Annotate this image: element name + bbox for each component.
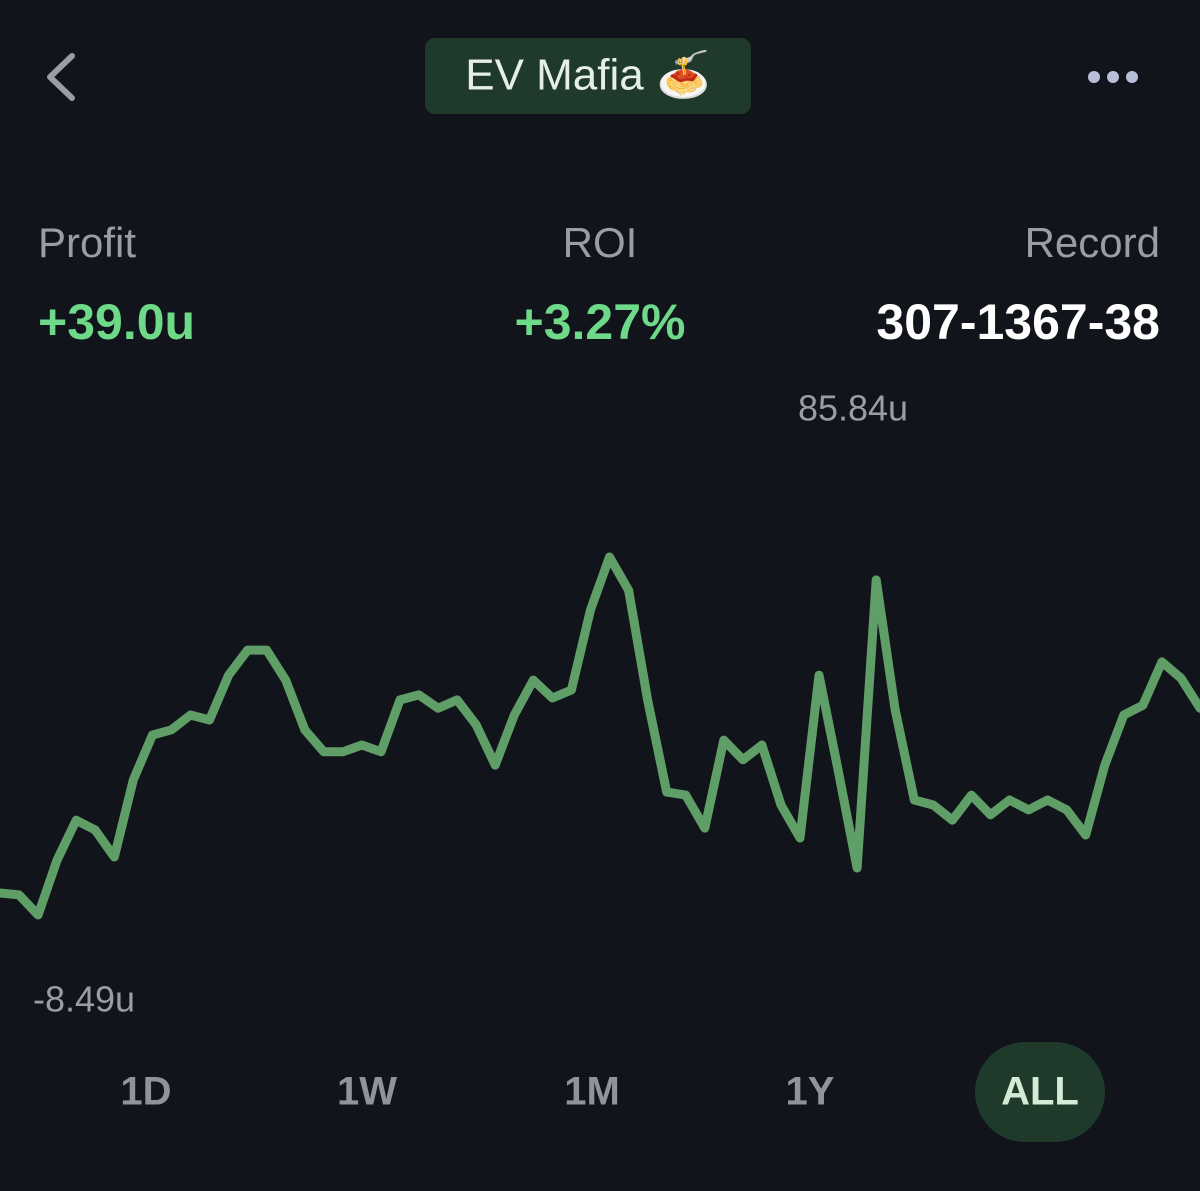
title-pill[interactable] — [425, 38, 751, 114]
stat-value: +3.27% — [515, 294, 686, 350]
back-button[interactable] — [47, 53, 75, 101]
range-tab[interactable]: 1D — [120, 1070, 171, 1114]
title: EV Mafia 🍝 — [465, 50, 711, 100]
stat-value: +39.0u — [38, 294, 195, 350]
stats: Profit +39.0u ROI +3.27% Record 307-1367-38 — [38, 219, 1160, 350]
range-tab[interactable]: 1W — [337, 1070, 397, 1114]
stat-label: ROI — [563, 219, 638, 266]
stat-label: Record — [1025, 219, 1160, 266]
range-tab[interactable]: 1Y — [786, 1070, 835, 1114]
range-tabs: 1D 1W 1M 1Y ALL — [120, 1042, 1105, 1142]
active-tab-pill — [975, 1042, 1105, 1142]
range-tab[interactable]: 1M — [564, 1070, 620, 1114]
stat-value: 307-1367-38 — [876, 294, 1160, 350]
chart: 85.84u -8.49u — [0, 388, 1200, 1020]
profit-line — [0, 552, 1200, 920]
stat-label: Profit — [38, 219, 136, 266]
range-tab[interactable]: ALL — [1001, 1070, 1079, 1114]
more-button[interactable] — [1088, 71, 1138, 83]
max-label: 85.84u — [798, 388, 908, 429]
min-label: -8.49u — [33, 979, 135, 1020]
